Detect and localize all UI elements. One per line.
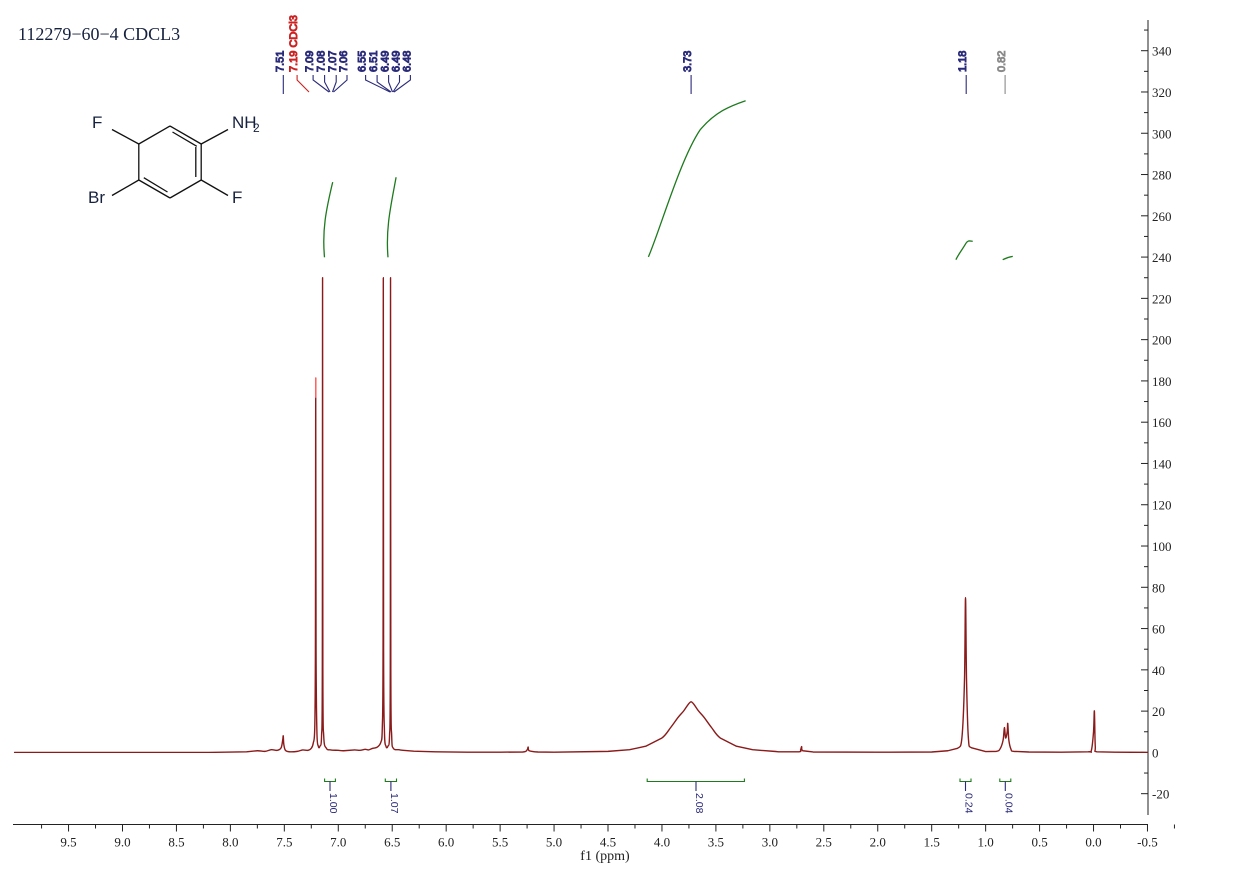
svg-text:1.07: 1.07 [388, 793, 400, 814]
svg-text:0.24: 0.24 [963, 793, 975, 814]
svg-text:2.08: 2.08 [693, 793, 705, 814]
svg-text:0.04: 0.04 [1002, 793, 1014, 814]
svg-text:1.00: 1.00 [327, 793, 339, 814]
